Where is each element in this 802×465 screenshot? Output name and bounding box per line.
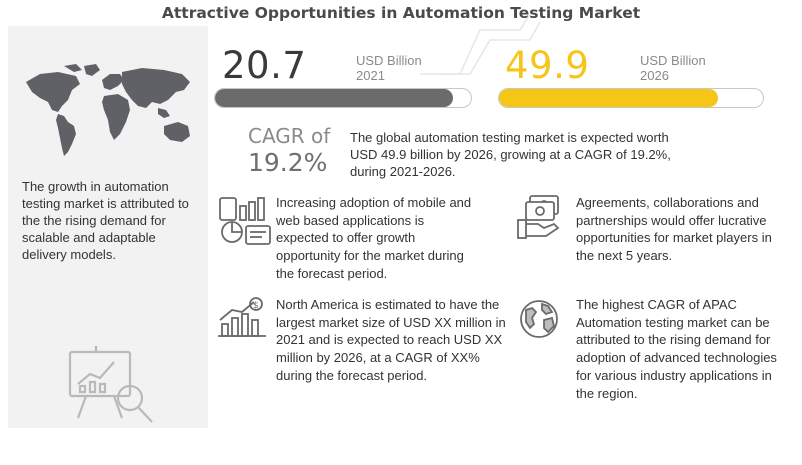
- decorative-lines: [420, 13, 541, 75]
- stat-2026: 49.9: [505, 44, 589, 87]
- money-handshake-icon: [517, 195, 560, 239]
- left-summary-text: The growth in automation testing market …: [22, 179, 189, 262]
- mobile-web-analytics-icon: [219, 197, 271, 245]
- item-agreements: Agreements, collaborations and partnersh…: [576, 195, 772, 264]
- presentation-board-icon: [68, 346, 153, 423]
- stat-2021-value: 20.7: [222, 44, 307, 87]
- stat-2026-unit: USD Billion 2026: [640, 53, 706, 83]
- bar-2026: [498, 88, 764, 108]
- cagr-value: 19.2%: [248, 148, 328, 177]
- stat-2021-unit: USD Billion 2021: [356, 53, 422, 83]
- left-panel: The growth in automation testing market …: [8, 26, 208, 428]
- stat-2021: 20.7: [222, 44, 306, 87]
- item-north-america: North America is estimated to have the l…: [276, 297, 506, 383]
- cagr-label: CAGR of: [248, 124, 331, 148]
- growth-chart-icon: $: [218, 297, 266, 337]
- stat-2021-year: 2021: [356, 68, 385, 83]
- cagr-description: The global automation testing market is …: [350, 130, 671, 179]
- world-map-icon: [26, 64, 190, 156]
- bar-2021: [214, 88, 472, 108]
- bar-2026-fill: [499, 89, 719, 107]
- stat-2026-unit-label: USD Billion: [640, 53, 706, 68]
- stat-2026-value: 49.9: [505, 44, 590, 87]
- page-title: Attractive Opportunities in Automation T…: [161, 4, 641, 22]
- item-apac: The highest CAGR of APAC Automation test…: [576, 297, 777, 401]
- bar-2021-fill: [215, 89, 454, 107]
- svg-text:$: $: [253, 301, 259, 311]
- stat-2026-year: 2026: [640, 68, 669, 83]
- stat-2021-unit-label: USD Billion: [356, 53, 422, 68]
- globe-icon: [520, 300, 558, 338]
- item-mobile-web: Increasing adoption of mobile and web ba…: [276, 195, 472, 281]
